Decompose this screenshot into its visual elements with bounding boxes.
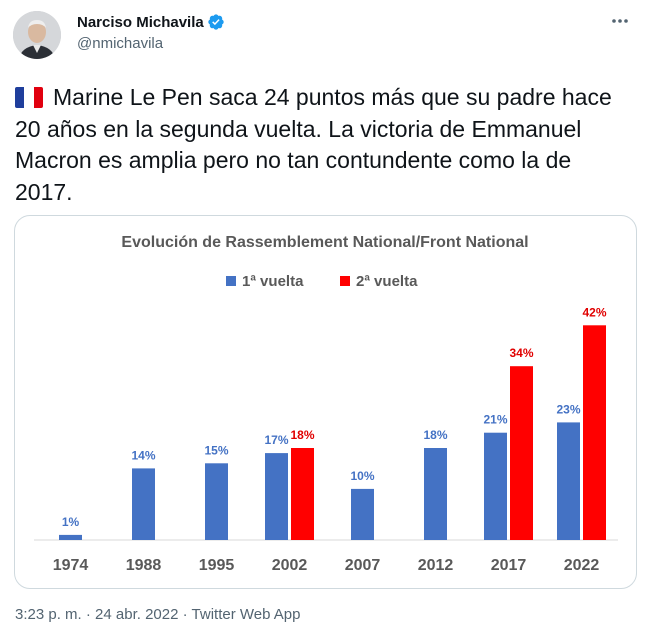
data-label-first-round-2007: 10% [350,469,374,483]
data-label-first-round-2022: 23% [556,402,580,416]
bar-first-round-2007 [351,488,374,540]
tweet-date: 24 abr. 2022 [95,606,179,623]
x-tick-label-2007: 2007 [345,557,381,574]
tweet-image-chart[interactable]: Evolución de Rassemblement National/Fron… [14,215,637,589]
bar-first-round-2022 [557,422,580,540]
x-tick-label-1974: 1974 [53,557,89,574]
author-block: Narciso Michavila @nmichavila [77,11,225,52]
chart-title: Evolución de Rassemblement National/Fron… [121,234,528,251]
france-flag-icon [15,87,43,108]
legend-label-first-round: 1ª vuelta [242,273,304,290]
data-label-first-round-2017: 21% [483,413,507,427]
bar-first-round-1974 [59,534,82,540]
x-tick-label-2012: 2012 [418,557,454,574]
data-label-first-round-2012: 18% [423,428,447,442]
data-label-second-round-2022: 42% [582,305,606,319]
legend-swatch-second-round [340,276,350,286]
more-options-button[interactable] [609,10,631,32]
meta-separator: · [81,606,96,623]
author-handle[interactable]: @nmichavila [77,35,164,52]
more-dots-icon [612,19,628,23]
tweet-source-link[interactable]: Twitter Web App [191,606,301,623]
profile-photo [13,11,61,59]
bar-first-round-1995 [205,463,228,540]
bar-second-round-2017 [510,366,533,540]
verified-badge-icon [208,14,224,30]
tweet-body: Marine Le Pen saca 24 puntos más que su … [15,84,612,205]
tweet-meta: 3:23 p. m. · 24 abr. 2022 · Twitter Web … [15,606,300,623]
author-display-name[interactable]: Narciso Michavila [77,13,204,31]
data-label-first-round-1995: 15% [204,443,228,457]
x-tick-label-1988: 1988 [126,557,162,574]
bar-chart: Evolución de Rassemblement National/Fron… [34,234,618,574]
x-tick-label-1995: 1995 [199,557,235,574]
chart-bars: 1%14% 15%17% 18%10%18%21%34%23%42% [59,305,607,540]
x-tick-label-2022: 2022 [564,557,600,574]
avatar[interactable] [13,11,61,59]
tweet-timestamp-link[interactable]: 3:23 p. m. · 24 abr. 2022 [15,606,178,623]
bar-first-round-2002 [265,453,288,540]
data-label-second-round-2017: 34% [509,346,533,360]
data-label-second-round-2002: 18% [290,428,314,442]
bar-second-round-2022 [583,325,606,540]
tweet-time: 3:23 p. m. [15,606,82,623]
x-tick-label-2017: 2017 [491,557,527,574]
x-tick-label-2002: 2002 [272,557,308,574]
bar-first-round-2012 [424,448,447,540]
x-axis-labels: 1974 1988 1995 2002 2007 2012 2017 2022 [53,557,600,574]
bar-second-round-2002 [291,448,314,540]
bar-first-round-2017 [484,432,507,540]
legend-swatch-first-round [226,276,236,286]
data-label-first-round-1974: 1% [62,515,80,529]
tweet-text: Marine Le Pen saca 24 puntos más que su … [15,82,635,208]
chart-legend: 1ª vuelta 2ª vuelta [226,273,418,290]
bar-first-round-1988 [132,468,155,540]
meta-separator: · [178,606,192,623]
data-label-first-round-1988: 14% [131,448,155,462]
data-label-first-round-2002: 17% [264,433,288,447]
legend-label-second-round: 2ª vuelta [356,273,418,290]
